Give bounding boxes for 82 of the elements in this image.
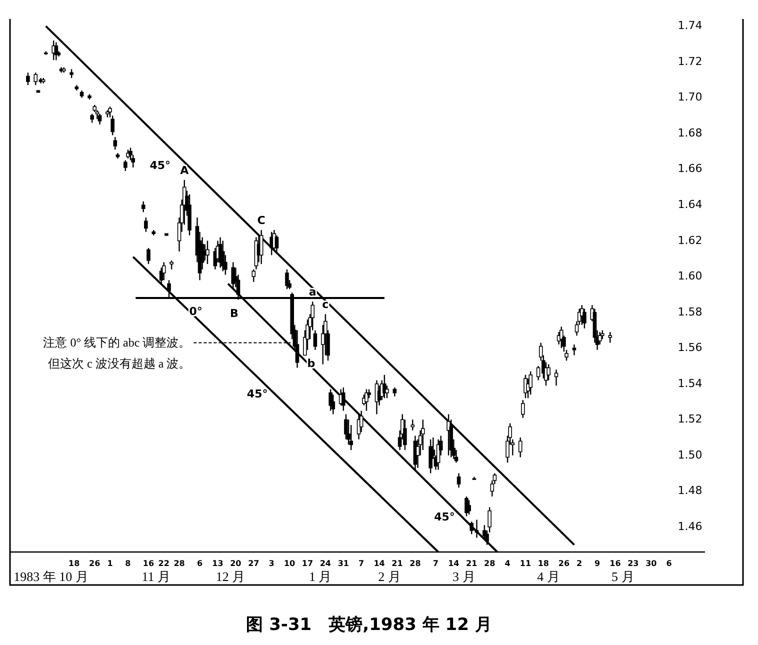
x2-tick-label: 1 月 <box>308 569 332 584</box>
y-tick-label: 1.68 <box>678 126 702 140</box>
candlestick <box>559 326 564 349</box>
annotation: 45° <box>246 387 268 400</box>
x-tick-label: 4 <box>504 559 511 568</box>
candlestick <box>98 113 102 126</box>
y-tick-label: 1.70 <box>678 90 702 104</box>
x-tick-label: 21 <box>466 559 478 568</box>
x-tick-label: 18 <box>538 559 550 568</box>
x-tick-label: 17 <box>302 559 314 568</box>
annotation: B <box>230 306 238 320</box>
candlestick <box>41 77 46 84</box>
x-tick-label: 16 <box>142 559 154 568</box>
x-tick-label: 18 <box>68 559 80 568</box>
x-tick-label: 14 <box>374 559 386 568</box>
x2-tick-label: 4 月 <box>537 569 560 584</box>
y-tick-label: 1.56 <box>678 341 702 354</box>
x-tick-label: 1 <box>107 559 114 568</box>
x-tick-label: 10 <box>284 559 296 568</box>
annotation: A <box>180 164 190 177</box>
y-tick-label: 1.54 <box>678 376 702 390</box>
x-tick-label: 20 <box>230 559 242 568</box>
candlestick <box>572 344 576 356</box>
candlestick <box>220 240 225 272</box>
x-tick-label: 3 <box>268 559 274 568</box>
candlestick <box>313 330 318 350</box>
x-tick-label: 14 <box>448 559 460 568</box>
x-tick-label: 11 <box>520 559 532 568</box>
x-tick-label: 28 <box>484 559 496 568</box>
candlestick <box>364 388 368 412</box>
candlestick <box>162 262 166 281</box>
x-tick-label: 23 <box>628 559 639 568</box>
candlestick <box>188 194 192 236</box>
x-tick-label: 26 <box>89 559 101 568</box>
y-tick-label: 1.74 <box>678 19 702 32</box>
y-tick-label: 1.66 <box>678 162 702 176</box>
x-tick-label: 22 <box>158 559 170 568</box>
x-tick-label: 13 <box>212 559 224 568</box>
x-tick-label: 21 <box>392 559 404 568</box>
x2-tick-label: 1983 年 10 月 <box>14 569 88 584</box>
x-tick-label: 7 <box>358 559 364 568</box>
x2-tick-label: 3 月 <box>452 569 476 584</box>
x2-tick-label: 12 月 <box>216 569 246 584</box>
x-tick-label: 28 <box>410 559 422 568</box>
x2-tick-label: 2 月 <box>378 569 401 584</box>
x-tick-label: 27 <box>248 559 260 568</box>
candlestick <box>341 386 346 412</box>
x-tick-label: 9 <box>594 559 600 568</box>
y-tick-label: 1.50 <box>678 448 702 462</box>
annotation: a <box>308 286 316 299</box>
text: 图 3-31 英镑,1983 年 12 月 <box>246 615 492 635</box>
candlestick <box>74 84 79 92</box>
y-tick-label: 1.72 <box>678 54 702 68</box>
y-tick-label: 1.52 <box>678 412 702 426</box>
annotation: 45° <box>434 510 455 524</box>
y-tick-label: 1.48 <box>678 484 702 498</box>
y-tick-label: 1.46 <box>678 520 702 533</box>
y-tick-label: 1.58 <box>678 305 702 318</box>
annotation: 45° <box>150 159 171 172</box>
x-tick-label: 31 <box>338 559 350 568</box>
annotation: 注意 0° 线下的 abc 调整波。但这次 c 波没有超越 a 波。 <box>43 336 191 371</box>
x-tick-label: 8 <box>125 559 132 568</box>
x-tick-label: 6 <box>196 559 203 568</box>
y-tick-label: 1.62 <box>678 234 702 247</box>
candlestick <box>472 476 476 480</box>
x-tick-label: 24 <box>320 559 332 568</box>
y-tick-label: 1.60 <box>678 270 702 283</box>
candlestick <box>446 414 450 456</box>
x-tick-label: 16 <box>610 559 622 568</box>
y-tick-label: 1.64 <box>678 198 702 212</box>
x-tick-label: 26 <box>558 559 570 568</box>
x-tick-label: 2 <box>576 559 582 568</box>
x-tick-label: 7 <box>432 559 439 568</box>
candlestick <box>116 152 120 160</box>
annotation: C <box>257 214 266 228</box>
x2-tick-label: 11 月 <box>142 569 171 584</box>
x-tick-label: 30 <box>646 559 658 568</box>
x-tick-label: 6 <box>666 559 672 568</box>
x-tick-label: 28 <box>174 559 186 568</box>
x2-tick-label: 5 月 <box>612 569 634 584</box>
candlestick <box>456 472 461 488</box>
candlestick <box>554 368 558 386</box>
